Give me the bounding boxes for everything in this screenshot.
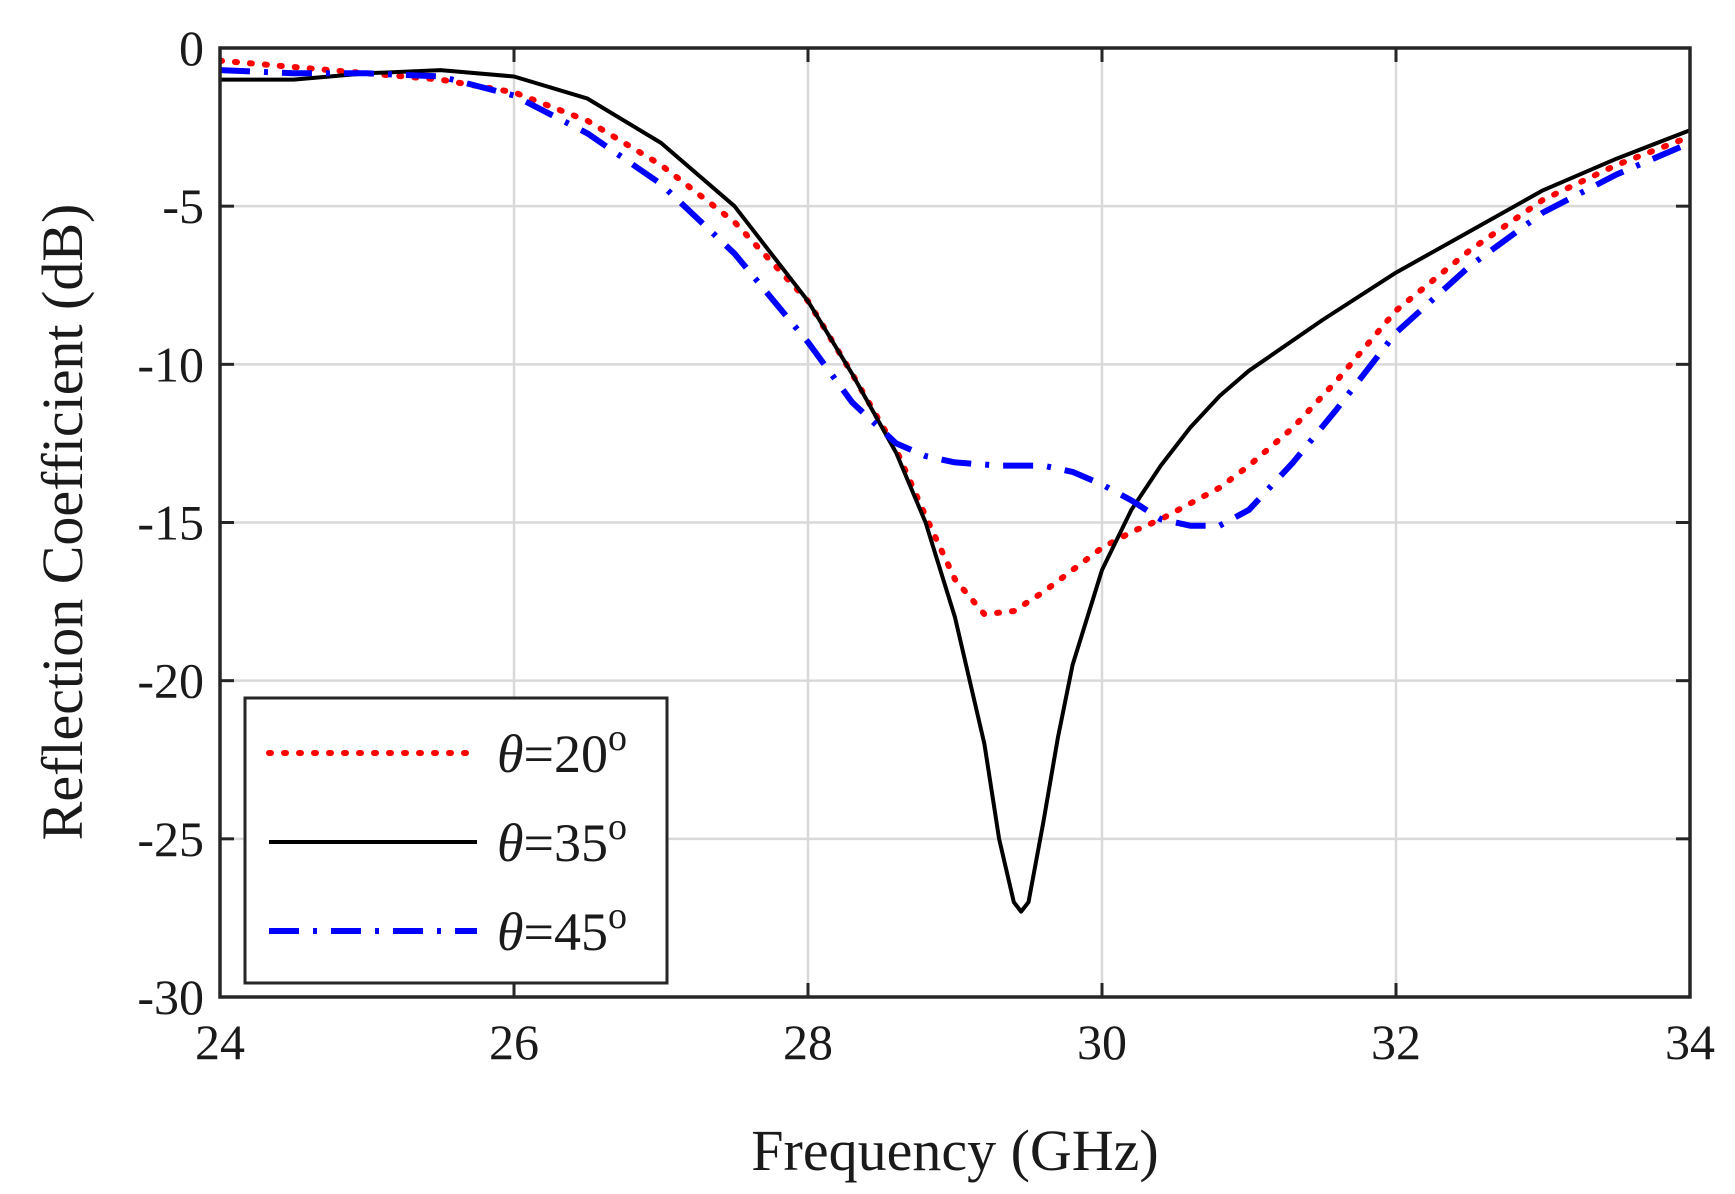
y-tick-label: -25 bbox=[137, 811, 204, 867]
y-tick-label: -20 bbox=[137, 653, 204, 709]
series-line-2 bbox=[220, 68, 1690, 914]
x-tick-label: 30 bbox=[1077, 1014, 1127, 1070]
grid-lines bbox=[220, 48, 1690, 997]
x-tick-label: 32 bbox=[1371, 1014, 1421, 1070]
legend-theta-symbol: θ bbox=[497, 902, 524, 962]
legend-degree-sup: o bbox=[608, 806, 627, 848]
tick-labels: 24 26 28 30 32 34 0 -5 -10 -15 -20 -25 -30 bbox=[137, 20, 1715, 1070]
x-axis-label: Frequency (GHz) bbox=[751, 1118, 1158, 1183]
legend-theta-symbol: θ bbox=[497, 813, 524, 873]
x-tick-label: 34 bbox=[1665, 1014, 1715, 1070]
y-tick-label: 0 bbox=[179, 20, 204, 76]
y-tick-label: -30 bbox=[137, 969, 204, 1025]
legend-value: =45 bbox=[524, 902, 608, 962]
axis-ticks bbox=[218, 46, 1692, 999]
y-tick-label: -5 bbox=[162, 178, 204, 234]
y-axis-label: Reflection Coefficient (dB) bbox=[30, 204, 95, 841]
series-layer bbox=[220, 57, 1690, 914]
legend-label-1: θ=20o bbox=[497, 717, 627, 784]
x-tick-label: 28 bbox=[783, 1014, 833, 1070]
x-tick-label: 24 bbox=[195, 1014, 245, 1070]
series-line-1 bbox=[220, 57, 1690, 618]
legend-label-2: θ=35o bbox=[497, 806, 627, 873]
legend-degree-sup: o bbox=[608, 895, 627, 937]
y-tick-label: -10 bbox=[137, 336, 204, 392]
legend-value: =20 bbox=[524, 724, 608, 784]
legend-label-3: θ=45o bbox=[497, 895, 627, 962]
legend-value: =35 bbox=[524, 813, 608, 873]
legend-degree-sup: o bbox=[608, 717, 627, 759]
x-tick-label: 26 bbox=[489, 1014, 539, 1070]
y-tick-label: -15 bbox=[137, 495, 204, 551]
legend-theta-symbol: θ bbox=[497, 724, 524, 784]
